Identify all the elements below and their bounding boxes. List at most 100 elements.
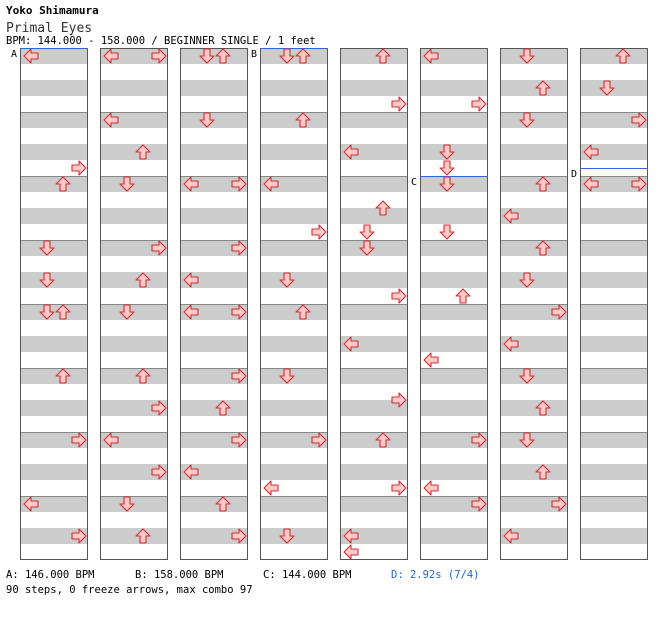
beat-stripe [180,240,248,256]
beat-stripe [260,496,328,512]
beat-stripe [580,272,648,288]
beat-stripe [420,304,488,320]
beat-stripe [500,80,568,96]
beat-stripe [500,144,568,160]
down-arrow-icon [519,368,535,384]
right-arrow-icon [391,480,407,496]
beat-stripe [180,496,248,512]
beat-stripe [100,432,168,448]
beat-stripe [340,112,408,128]
beat-stripe [20,528,88,544]
up-arrow-icon [135,528,151,544]
beat-stripe [420,48,488,64]
beat-stripe [20,80,88,96]
beat-stripe [20,432,88,448]
up-arrow-icon [615,48,631,64]
right-arrow-icon [631,176,647,192]
down-arrow-icon [279,48,295,64]
beat-stripe [180,208,248,224]
up-arrow-icon [535,400,551,416]
beat-stripe [180,400,248,416]
beat-stripe [580,528,648,544]
right-arrow-icon [631,112,647,128]
beat-stripe [260,432,328,448]
bpm-c-label: C: 144.000 BPM [263,569,352,581]
beat-stripe [180,144,248,160]
beat-stripe [580,112,648,128]
left-arrow-icon [103,432,119,448]
down-arrow-icon [519,112,535,128]
down-arrow-icon [439,160,455,176]
beat-stripe [100,368,168,384]
bpm-b-label: B: 158.000 BPM [135,569,224,581]
beat-stripe [180,272,248,288]
left-arrow-icon [263,480,279,496]
right-arrow-icon [391,392,407,408]
beat-stripe [580,208,648,224]
up-arrow-icon [375,200,391,216]
beat-stripe [420,368,488,384]
down-arrow-icon [599,80,615,96]
beat-stripe [500,336,568,352]
beat-stripe [500,464,568,480]
chart-info: BPM: 144.000 - 158.000 / BEGINNER SINGLE… [6,35,316,47]
right-arrow-icon [471,432,487,448]
beat-stripe [580,496,648,512]
right-arrow-icon [471,96,487,112]
column-border [500,48,568,560]
beat-stripe [260,304,328,320]
down-arrow-icon [279,368,295,384]
down-arrow-icon [359,240,375,256]
left-arrow-icon [503,336,519,352]
beat-stripe [180,368,248,384]
song-artist: Yoko Shimamura [6,4,99,17]
left-arrow-icon [423,352,439,368]
down-arrow-icon [119,304,135,320]
left-arrow-icon [343,144,359,160]
left-arrow-icon [23,496,39,512]
right-arrow-icon [151,464,167,480]
left-arrow-icon [183,304,199,320]
up-arrow-icon [295,112,311,128]
beat-stripe [340,400,408,416]
beat-stripe [580,48,648,64]
right-arrow-icon [551,496,567,512]
down-arrow-icon [119,496,135,512]
down-arrow-icon [279,528,295,544]
beat-stripe [580,144,648,160]
beat-stripe [340,432,408,448]
beat-stripe [580,176,648,192]
beat-stripe [420,272,488,288]
beat-stripe [100,48,168,64]
up-arrow-icon [215,496,231,512]
left-arrow-icon [23,48,39,64]
up-arrow-icon [455,288,471,304]
beat-stripe [340,272,408,288]
left-arrow-icon [343,336,359,352]
beat-stripe [180,336,248,352]
beat-stripe [500,240,568,256]
down-arrow-icon [439,176,455,192]
beat-stripe [500,528,568,544]
right-arrow-icon [71,432,87,448]
column-border [340,48,408,560]
beat-stripe [420,528,488,544]
right-arrow-icon [471,496,487,512]
beat-stripe [340,304,408,320]
right-arrow-icon [71,528,87,544]
left-arrow-icon [503,208,519,224]
left-arrow-icon [103,112,119,128]
beat-stripe [500,496,568,512]
right-arrow-icon [151,400,167,416]
beat-stripe [340,208,408,224]
beat-stripe [180,176,248,192]
beat-stripe [500,176,568,192]
right-arrow-icon [231,240,247,256]
down-arrow-icon [359,224,375,240]
up-arrow-icon [135,272,151,288]
beat-stripe [100,272,168,288]
right-arrow-icon [231,432,247,448]
beat-stripe [500,208,568,224]
beat-stripe [180,528,248,544]
